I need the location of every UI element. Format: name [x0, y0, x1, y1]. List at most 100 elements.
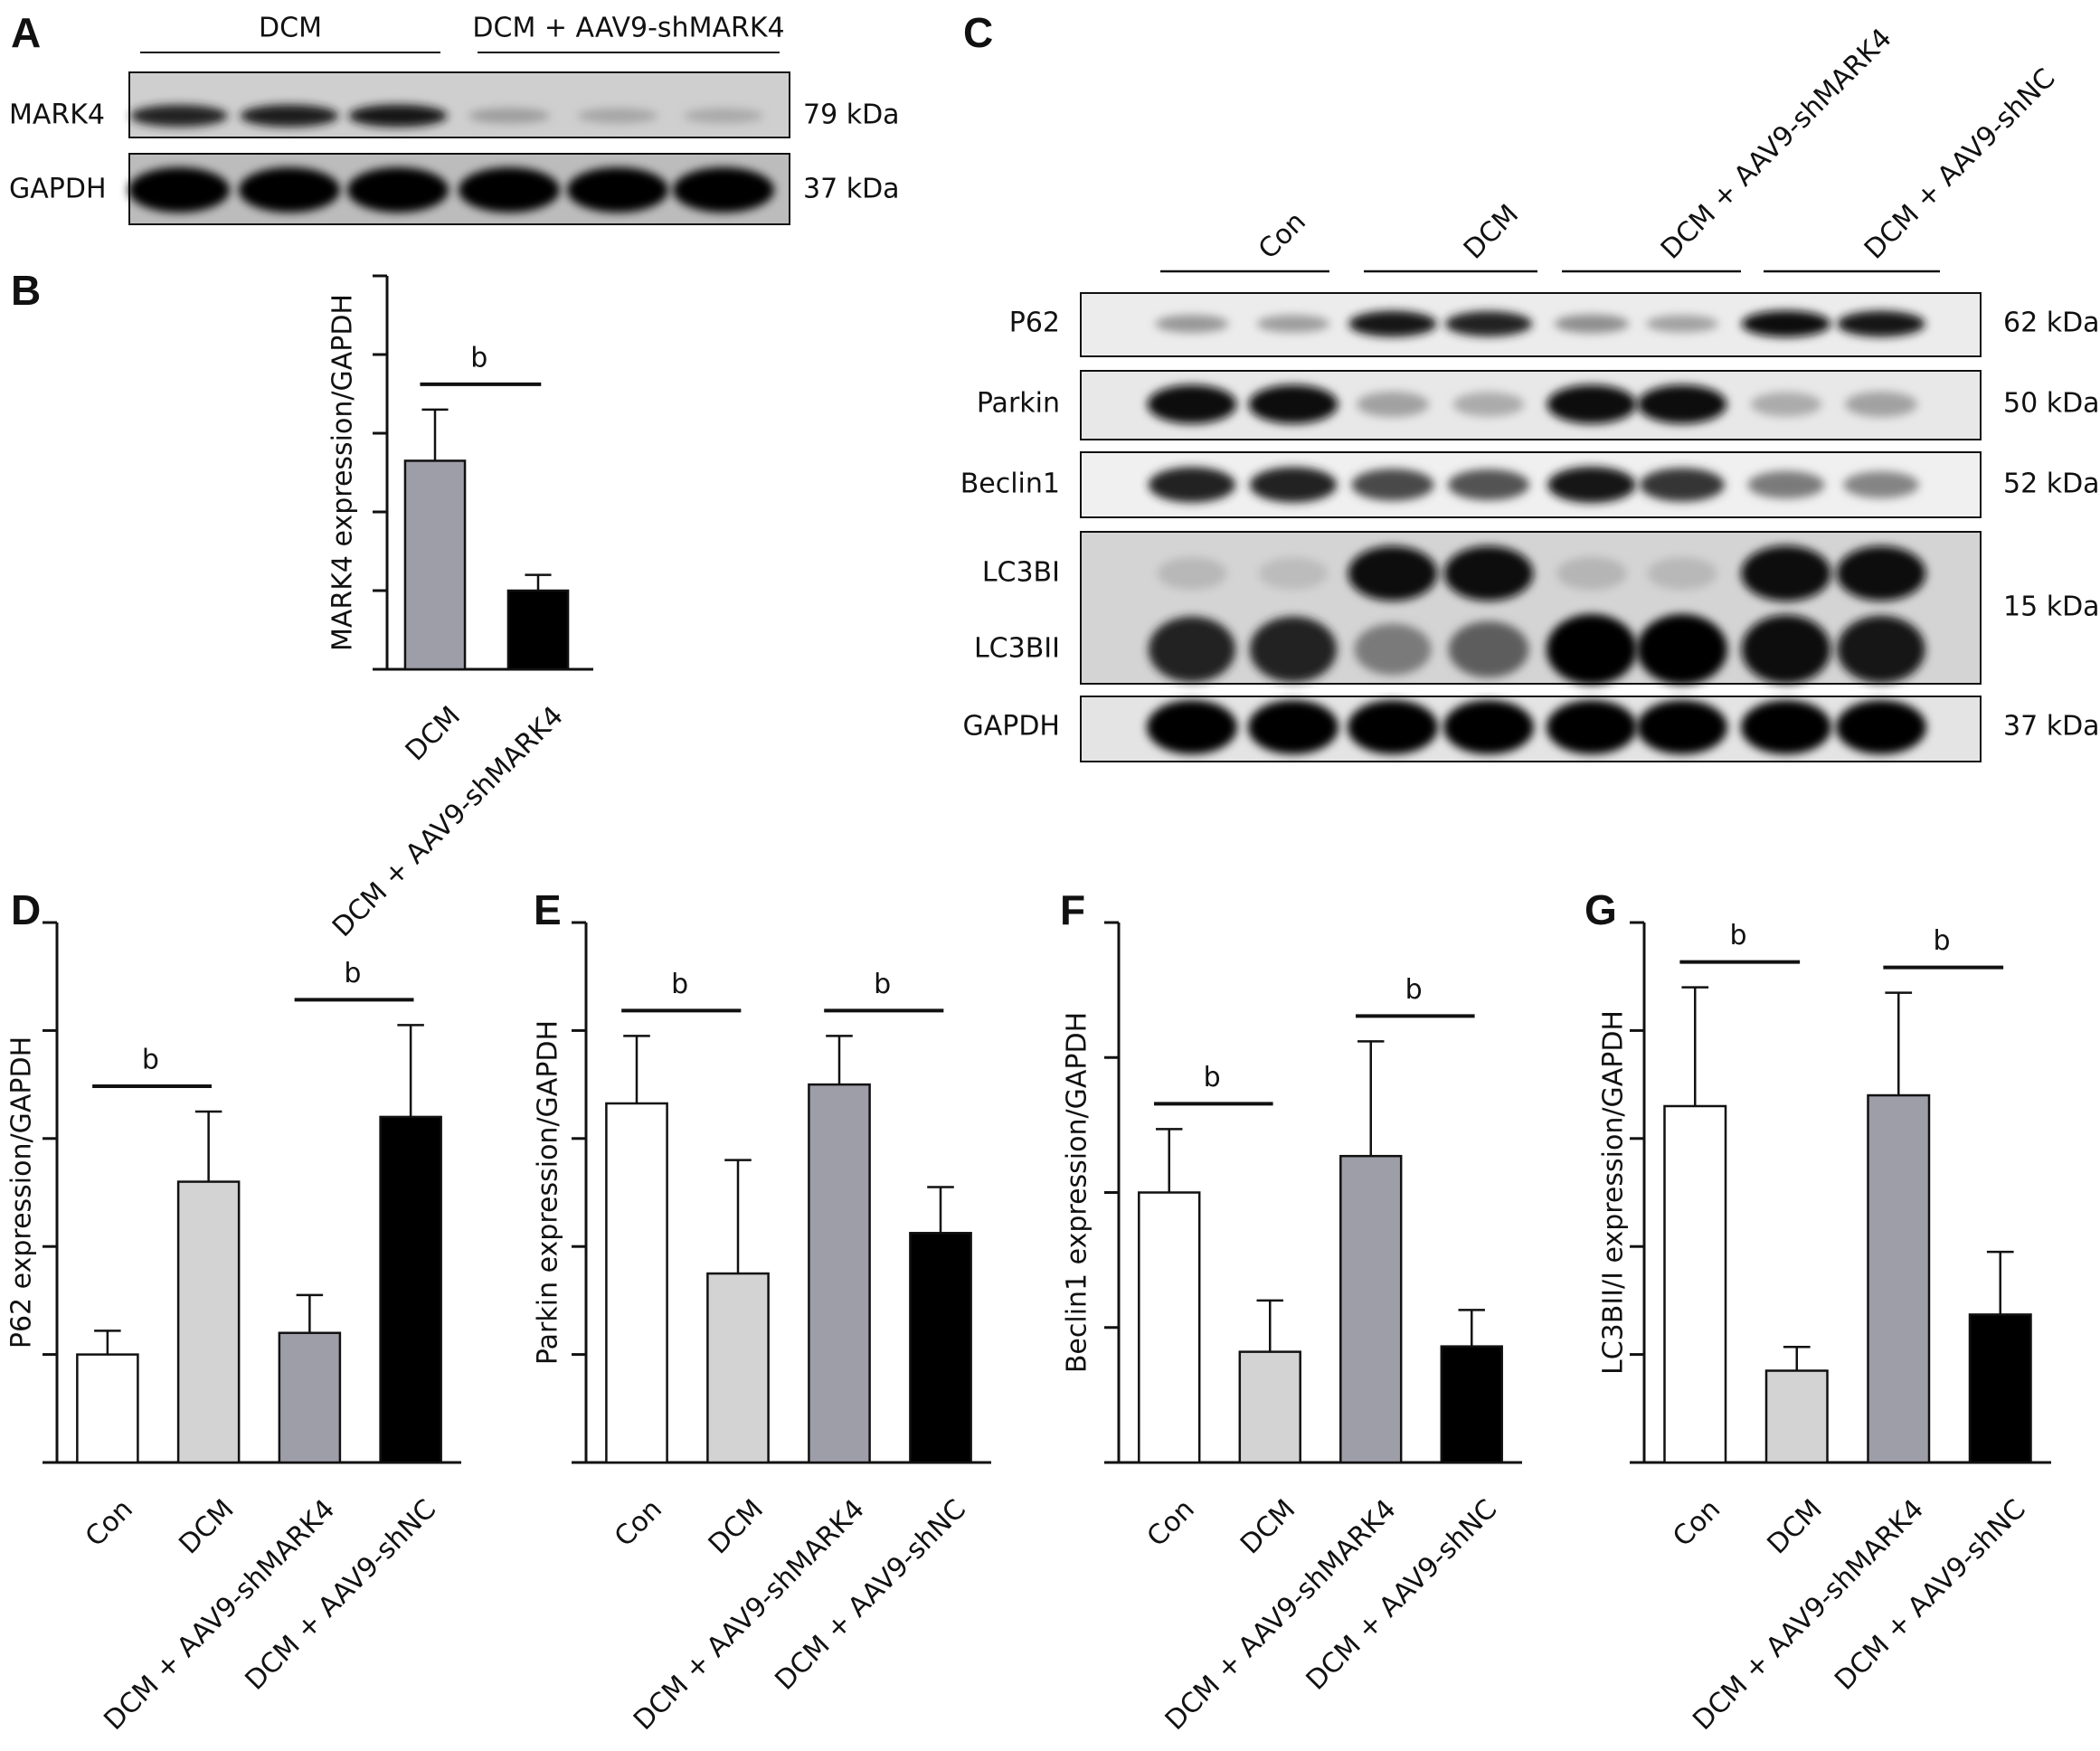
band — [239, 167, 340, 213]
band — [240, 104, 339, 128]
band — [1248, 700, 1339, 754]
bar — [176, 1180, 241, 1464]
band — [1248, 384, 1339, 424]
band — [1444, 311, 1533, 336]
protein-label: GAPDH — [962, 711, 1060, 743]
band — [1547, 466, 1636, 504]
band — [1258, 557, 1329, 590]
band — [1348, 310, 1437, 337]
significance-label: b — [142, 1044, 159, 1075]
panel-letter-d: D — [11, 886, 41, 933]
band — [1351, 469, 1434, 501]
protein-label: GAPDH — [9, 174, 107, 205]
x-tick-label: Con — [1667, 1493, 1726, 1553]
bar — [1440, 1345, 1503, 1464]
band — [1647, 556, 1717, 591]
band — [1637, 700, 1727, 754]
protein-label: LC3BI — [982, 557, 1060, 589]
bar — [1138, 1191, 1201, 1464]
y-axis-label: Beclin1 expression/GAPDH — [1062, 1012, 1093, 1373]
x-tick-label: DCM — [1234, 1493, 1301, 1560]
band — [1148, 467, 1236, 503]
band — [1637, 614, 1727, 685]
band — [1646, 315, 1718, 333]
x-tick-label: DCM — [1761, 1493, 1828, 1560]
group-label: DCM — [1458, 198, 1525, 265]
band — [1837, 615, 1925, 684]
significance-label: b — [1934, 925, 1951, 957]
protein-label: MARK4 — [9, 99, 105, 131]
band — [1448, 469, 1529, 501]
bar — [403, 459, 467, 671]
blot-row-gapdh: GAPDH 37 kDa — [962, 696, 2100, 762]
panel-letter-e: E — [534, 886, 562, 933]
significance-label: b — [874, 969, 891, 1000]
kda-label: 37 kDa — [803, 174, 900, 205]
band — [1556, 556, 1627, 591]
blot-row-beclin1: Beclin1 52 kDa — [960, 451, 2100, 518]
significance-label: b — [1204, 1062, 1221, 1093]
band — [128, 167, 230, 213]
blot-frame — [128, 71, 790, 138]
band — [1637, 384, 1727, 424]
blot-row-lc3bii: LC3BII 15 kDa — [974, 592, 2100, 685]
significance-label: b — [344, 958, 361, 989]
x-tick-label: DCM + AAV9-shNC — [1829, 1493, 2032, 1697]
kda-label: 15 kDa — [2003, 592, 2100, 623]
bar — [76, 1353, 139, 1464]
bar — [1968, 1313, 2032, 1464]
band — [1741, 310, 1831, 337]
band — [1148, 616, 1236, 683]
protein-label: LC3BII — [974, 633, 1060, 665]
panel-letter-b: B — [11, 267, 41, 314]
kda-label: 50 kDa — [2003, 388, 2100, 420]
kda-label: 37 kDa — [2003, 711, 2100, 743]
band — [1741, 614, 1831, 685]
band — [468, 108, 551, 124]
band — [348, 104, 448, 128]
bar — [379, 1115, 442, 1464]
blot-row-p62: P62 62 kDa — [1009, 292, 2100, 357]
y-axis-label: P62 expression/GAPDH — [6, 1036, 38, 1349]
band — [1348, 545, 1438, 601]
band — [673, 167, 774, 213]
group-label: DCM + AAV9-shNC — [1859, 62, 2062, 266]
band — [1750, 392, 1822, 417]
band — [1443, 700, 1534, 754]
x-tick-label: DCM + AAV9-shNC — [769, 1493, 972, 1697]
band — [1443, 545, 1534, 601]
band — [347, 167, 449, 213]
band — [1547, 700, 1637, 754]
bar — [605, 1102, 668, 1464]
band — [1843, 471, 1919, 498]
bar — [808, 1083, 871, 1464]
group-label: DCM + AAV9-shMARK4 — [472, 13, 784, 44]
kda-label: 62 kDa — [2003, 308, 2100, 339]
panel-letter-f: F — [1060, 886, 1085, 933]
x-tick-label: DCM — [400, 700, 467, 767]
blot-row-parkin: Parkin 50 kDa — [977, 370, 2100, 440]
panel-letter-a: A — [11, 9, 41, 56]
group-label: DCM — [259, 13, 322, 44]
band — [1348, 700, 1438, 754]
band — [130, 104, 228, 128]
band — [1640, 468, 1725, 502]
band — [1837, 310, 1925, 337]
bar — [1663, 1104, 1727, 1464]
blot-panel-a: MARK4 79 kDa GAPDH 37 kDa — [9, 71, 900, 225]
protein-label: Beclin1 — [960, 469, 1060, 500]
blot-row-mark4: MARK4 79 kDa — [9, 71, 900, 138]
y-axis-label: MARK4 expression/GAPDH — [327, 294, 359, 651]
group-label: DCM + AAV9-shMARK4 — [1655, 23, 1898, 266]
panel-letter-g: G — [1584, 886, 1617, 933]
bar — [1867, 1093, 1931, 1464]
band — [1845, 391, 1917, 418]
band — [1357, 391, 1429, 418]
band — [1249, 616, 1338, 683]
